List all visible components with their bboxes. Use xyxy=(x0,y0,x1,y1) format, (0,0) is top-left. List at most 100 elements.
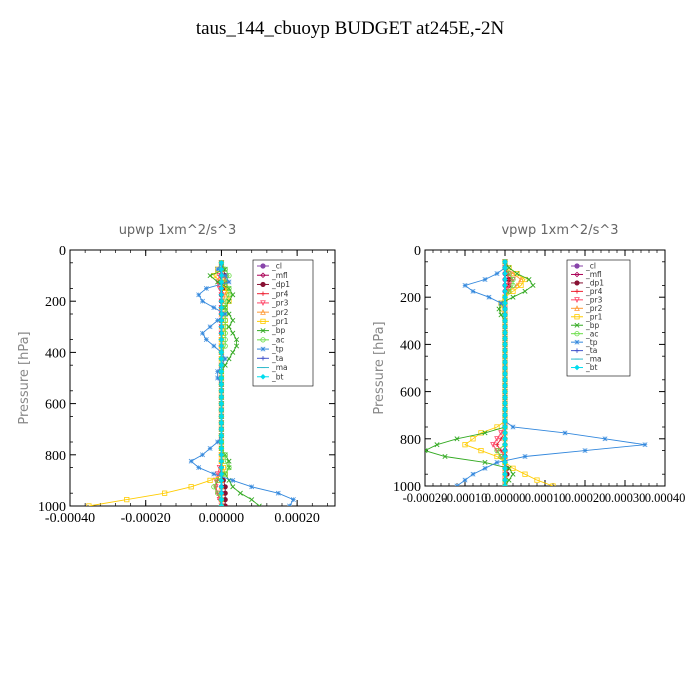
series-line xyxy=(88,262,230,506)
data-point xyxy=(494,442,500,447)
y-tick-label: 800 xyxy=(400,433,421,448)
y-axis-label: Pressure [hPa] xyxy=(372,321,387,414)
x-tick-label: 0.00000 xyxy=(485,491,526,505)
data-point xyxy=(502,288,508,295)
legend-entry: _pr2 xyxy=(571,304,603,313)
x-tick-label: -0.00010 xyxy=(443,491,488,505)
legend-marker xyxy=(574,305,580,311)
data-point xyxy=(502,447,508,454)
legend-entry: _ta xyxy=(571,346,597,355)
legend-label: _ac xyxy=(585,329,598,338)
data-point xyxy=(218,285,225,292)
legend-entry: _ma xyxy=(257,363,288,372)
data-point xyxy=(502,406,508,413)
legend-label: _pr4 xyxy=(585,287,603,296)
data-point xyxy=(207,445,213,451)
legend-entry: _ac xyxy=(571,329,598,338)
data-point xyxy=(498,430,504,436)
data-point xyxy=(188,484,194,490)
data-point xyxy=(290,497,296,503)
legend-marker xyxy=(260,263,266,269)
x-tick-label: 0.00030 xyxy=(605,491,646,505)
y-tick-label: 600 xyxy=(400,386,421,401)
legend-marker xyxy=(260,374,266,380)
series-bt xyxy=(218,260,225,506)
data-point xyxy=(462,477,468,483)
data-point xyxy=(502,418,508,424)
legend-entry: _pr3 xyxy=(571,295,603,304)
data-point xyxy=(218,400,225,407)
data-point xyxy=(218,304,225,311)
series-line xyxy=(209,262,260,506)
data-point xyxy=(218,260,225,266)
data-point xyxy=(502,323,508,330)
legend-marker xyxy=(574,297,580,303)
data-point xyxy=(203,285,209,291)
data-point xyxy=(218,336,225,343)
legend-marker xyxy=(574,339,580,345)
y-tick-label: 0 xyxy=(59,244,66,259)
data-point xyxy=(218,368,225,375)
data-point xyxy=(218,388,225,394)
data-point xyxy=(203,337,209,343)
data-point xyxy=(218,317,225,324)
data-point xyxy=(287,503,293,506)
legend-marker xyxy=(260,337,266,343)
vpwp-panel: 0 200 400 600 800 1000-0.00020-0.000100.00000… xyxy=(372,223,685,505)
data-point xyxy=(218,432,225,439)
data-point xyxy=(502,318,508,324)
data-point xyxy=(218,272,225,279)
legend-entry: _bp xyxy=(571,321,600,330)
legend: _cl_mfl_dp1_pr4_pr3_pr2_pr1_bp_ac_tp_ta_… xyxy=(566,259,631,377)
data-point xyxy=(454,483,460,486)
data-point xyxy=(226,324,232,330)
data-point xyxy=(502,259,508,265)
x-tick-label: 0.00000 xyxy=(199,511,245,526)
legend-marker xyxy=(260,291,266,296)
legend-marker xyxy=(574,348,580,353)
data-point xyxy=(200,298,205,304)
data-point xyxy=(218,471,225,477)
legend-label: _tp xyxy=(271,345,284,354)
data-point xyxy=(502,436,508,442)
data-point xyxy=(218,484,225,490)
y-tick-label: 200 xyxy=(45,295,66,310)
data-point xyxy=(502,424,508,430)
legend-marker xyxy=(260,281,266,288)
legend: _cl_mfl_dp1_pr4_pr3_pr2_pr1_bp_ac_tp_ta_… xyxy=(252,259,314,387)
legend-label: _bt xyxy=(585,363,598,372)
legend-label: _pr1 xyxy=(271,317,289,326)
data-point xyxy=(226,298,232,304)
data-point xyxy=(211,343,217,349)
data-point xyxy=(502,264,508,271)
legend-label: _cl xyxy=(271,262,282,271)
x-tick-label: -0.00020 xyxy=(121,511,171,526)
legend-marker xyxy=(260,309,266,315)
legend-entry: _pr4 xyxy=(571,287,603,296)
legend-entry: _ac xyxy=(257,335,284,344)
data-point xyxy=(222,273,228,279)
legend-marker xyxy=(574,289,580,294)
legend-entry: _dp1 xyxy=(571,279,604,288)
data-point xyxy=(470,471,476,477)
data-point xyxy=(86,503,92,506)
legend-entry: _pr3 xyxy=(257,299,289,308)
legend-label: _ma xyxy=(271,363,288,372)
legend-box xyxy=(252,259,314,387)
data-point xyxy=(425,448,428,454)
y-axis-label: Pressure [hPa] xyxy=(17,331,32,424)
data-point xyxy=(502,306,508,312)
data-point xyxy=(494,459,500,465)
legend-marker xyxy=(260,346,266,352)
data-point xyxy=(518,276,524,283)
legend-label: _pr2 xyxy=(271,308,289,317)
legend-entry: _mfl xyxy=(571,270,602,279)
data-point xyxy=(218,349,225,356)
data-point xyxy=(514,270,520,277)
data-point xyxy=(502,371,508,377)
data-point xyxy=(230,317,236,323)
data-point xyxy=(470,436,476,442)
data-point xyxy=(510,282,516,288)
data-point xyxy=(550,483,556,486)
